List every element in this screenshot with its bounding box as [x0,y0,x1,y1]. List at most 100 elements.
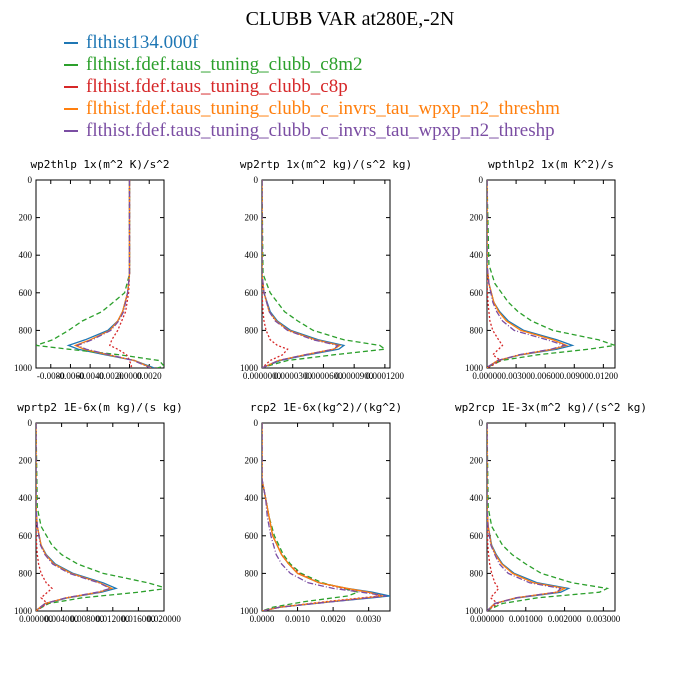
series-line [36,423,112,611]
x-tick-label: -0.0080 [37,371,65,381]
y-tick-label: 400 [470,493,484,503]
legend-swatch [64,42,78,44]
plot-frame [261,179,391,369]
series-line [36,423,164,611]
series-line [487,180,567,368]
series-line [75,180,151,368]
subplot: wp2rcp 1E-3x(m^2 kg)/(s^2 kg) 0 200 400 600 8… [455,401,647,624]
series-line [262,180,342,368]
subplot-title: wp2thlp 1x(m^2 K)/s^2 [30,158,169,171]
y-tick-label: 800 [245,325,259,335]
subplot: rcp2 1E-6x(kg^2)/(kg^2) 0 200 400 600 800 1000… [240,401,402,624]
y-tick-label: 200 [245,456,259,466]
series-line [36,423,53,611]
y-tick-label: 800 [19,325,33,335]
plot-frame [261,422,391,612]
y-tick-label: 0 [28,418,33,428]
x-tick-label: 0.004000 [45,614,79,624]
subplot-title: rcp2 1E-6x(kg^2)/(kg^2) [250,401,402,414]
y-tick-label: 1000 [14,363,33,373]
y-tick-label: 600 [245,531,259,541]
x-tick-label: 0.0020 [321,614,346,624]
series-line [262,180,340,368]
x-tick-label: -0.0060 [57,371,85,381]
x-tick-label: 0.00600 [531,371,561,381]
y-tick-label: 0 [254,175,259,185]
subplot: wpthlp2 1x(m K^2)/s020040060080010000.00… [465,158,618,381]
series-line [487,180,504,368]
plot-frame [486,422,616,612]
x-tick-label: 0.0000600 [304,371,343,381]
subplot-title: wp2rcp 1E-3x(m^2 kg)/(s^2 kg) [455,401,647,414]
y-tick-label: 0 [479,418,484,428]
y-tick-label: 400 [245,493,259,503]
x-tick-label: 0.000000 [19,614,53,624]
x-tick-label: 0.012000 [96,614,130,624]
series-line [487,423,610,611]
x-tick-label: 0.0001200 [366,371,405,381]
x-tick-label: 0.003000 [586,614,620,624]
series-line [487,180,569,368]
x-tick-label: -0.0020 [96,371,124,381]
series-line [487,423,500,611]
x-tick-label: 0.0000 [250,614,275,624]
legend-item: flthist.fdef.taus_tuning_clubb_c8m2 [64,54,560,76]
subplot-title: wpthlp2 1x(m K^2)/s [488,158,614,171]
subplot-title: wp2rtp 1x(m^2 kg)/(s^2 kg) [240,158,412,171]
legend-label: flthist.fdef.taus_tuning_clubb_c8m2 [86,54,363,75]
series-line [487,423,567,611]
series-line [262,423,387,611]
figure-title: CLUBB VAR at280E,-2N [245,8,455,30]
y-tick-label: 800 [245,568,259,578]
series-line [262,180,387,368]
subplot: wp2rtp 1x(m^2 kg)/(s^2 kg) 0 200 400 600 800 1… [240,158,412,381]
series-line [66,180,155,368]
legend-label: flthist134.000f [86,32,199,53]
legend-item: flthist.fdef.taus_tuning_clubb_c_invrs_t… [64,98,560,120]
x-tick-label: 0.008000 [70,614,104,624]
y-tick-label: 200 [19,456,33,466]
y-tick-label: 800 [470,325,484,335]
y-tick-label: 800 [470,568,484,578]
x-tick-label: 0.00300 [501,371,531,381]
plot-frame [35,179,165,369]
y-tick-label: 200 [470,213,484,223]
x-tick-label: 0.00000 [472,371,502,381]
y-tick-label: 1000 [240,606,259,616]
x-tick-label: -0.0040 [76,371,104,381]
y-tick-label: 600 [470,288,484,298]
y-tick-label: 400 [19,250,33,260]
legend-item: flthist.fdef.taus_tuning_clubb_c_invrs_t… [64,120,560,142]
subplot: wp2thlp 1x(m^2 K)/s^2 0 200 400 600 800 1000 -0… [14,158,170,381]
x-tick-label: 0.0020 [137,371,162,381]
x-tick-label: 0.01200 [589,371,619,381]
series-line [36,180,164,368]
y-tick-label: 600 [245,288,259,298]
y-tick-label: 600 [19,531,33,541]
legend-swatch [64,86,78,88]
series-line [487,423,563,611]
series-line [487,423,571,611]
legend-swatch [64,64,78,66]
series-line [108,180,133,368]
y-tick-label: 200 [245,213,259,223]
x-tick-label: 0.0010 [285,614,310,624]
y-tick-label: 600 [19,288,33,298]
series-line [262,180,289,368]
subplot-title: wprtp2 1E-6x(m kg)/(s kg) [17,401,183,414]
series-line [487,180,615,368]
y-tick-label: 1000 [465,606,484,616]
x-tick-label: 0.0000000 [243,371,282,381]
legend-swatch [64,130,78,132]
series-line [262,423,390,611]
series-line [36,423,114,611]
legend-label: flthist.fdef.taus_tuning_clubb_c_invrs_t… [86,98,560,119]
y-tick-label: 400 [19,493,33,503]
y-tick-label: 0 [254,418,259,428]
series-line [262,180,346,368]
x-tick-label: 0.0030 [356,614,381,624]
subplot: wprtp2 1E-6x(m kg)/(s kg) 0 200 400 600 800 10… [14,401,183,624]
y-tick-label: 600 [470,531,484,541]
